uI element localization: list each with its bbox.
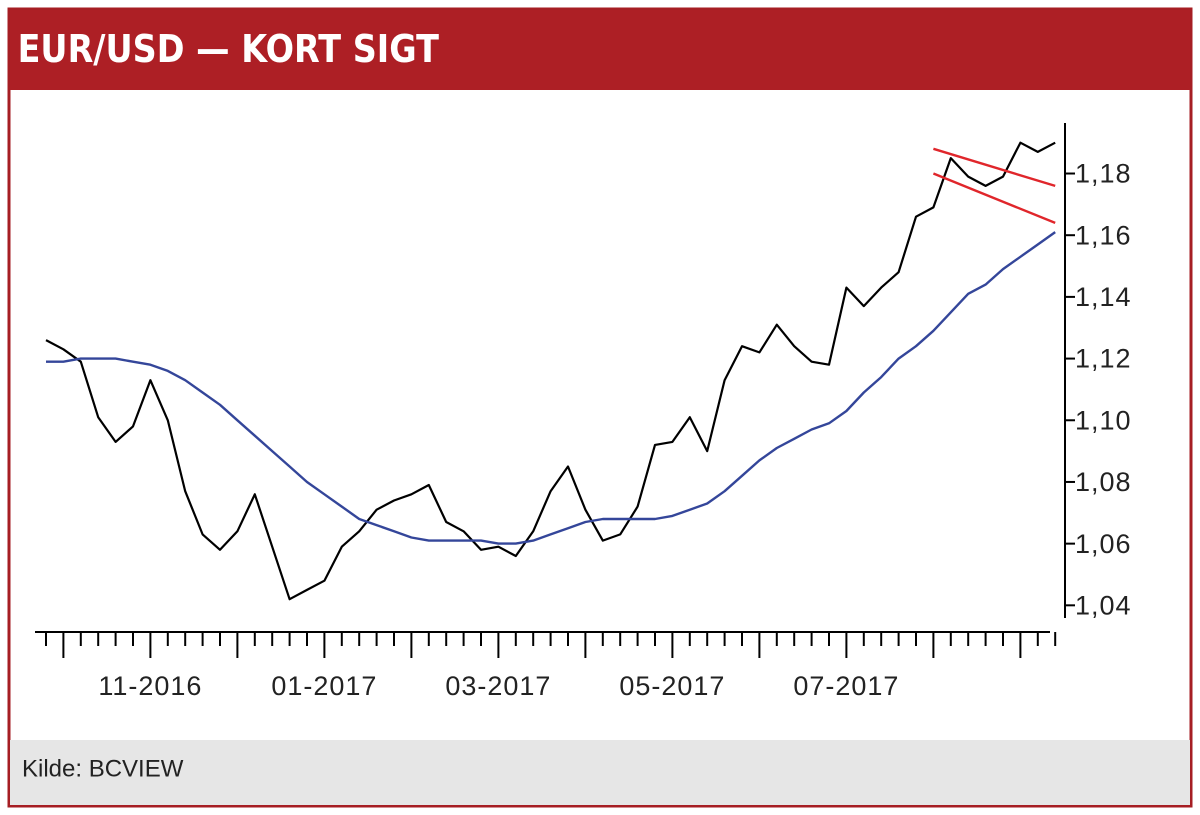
plot: 1,04 1,06 1,08 1,10 1,12 1,14 1,16 1,18 11-2016 0… bbox=[35, 123, 1132, 701]
frame bbox=[7, 7, 1193, 808]
footer-band bbox=[10, 740, 1190, 805]
chart-title: EUR/USD — KORT SIGT bbox=[18, 28, 440, 72]
y-tick-label: 1,18 bbox=[1075, 159, 1132, 189]
x-tick-label: 07-2017 bbox=[793, 671, 899, 701]
series-line bbox=[46, 231, 1056, 545]
y-tick-label: 1,14 bbox=[1075, 282, 1132, 312]
header-band bbox=[10, 10, 1190, 90]
series-line bbox=[932, 172, 1056, 225]
y-tick-label: 1,06 bbox=[1075, 529, 1132, 559]
y-tick-label: 1,04 bbox=[1075, 590, 1132, 620]
y-tick-label: 1,16 bbox=[1075, 220, 1132, 250]
y-tick-label: 1,12 bbox=[1075, 344, 1132, 374]
y-tick-label: 1,08 bbox=[1075, 467, 1132, 497]
x-tick-label: 11-2016 bbox=[98, 671, 202, 701]
x-tick-label: 05-2017 bbox=[619, 671, 725, 701]
series-line bbox=[45, 141, 1056, 601]
y-tick-label: 1,10 bbox=[1075, 405, 1132, 435]
x-tick-label: 01-2017 bbox=[271, 671, 377, 701]
series-line bbox=[933, 147, 1056, 188]
source: Kilde: BCVIEW bbox=[22, 755, 184, 782]
x-tick-label: 03-2017 bbox=[445, 671, 551, 701]
